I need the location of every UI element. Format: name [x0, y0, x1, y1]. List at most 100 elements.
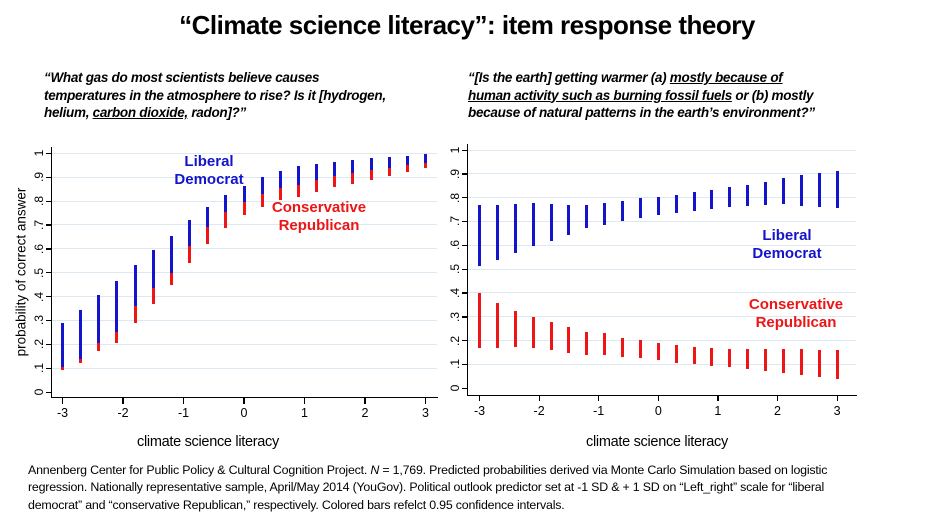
y-tick	[461, 173, 467, 175]
y-tick-label: 1	[32, 149, 46, 157]
ci-bar-liberal-democrat	[242, 185, 246, 203]
ci-bar-conservative-republican	[656, 342, 660, 360]
ci-bar-conservative-republican	[585, 331, 589, 355]
y-tick	[461, 220, 467, 223]
legend-line: Liberal	[184, 153, 234, 170]
text-segment: democrat” and “conservative Republican,”…	[28, 497, 565, 512]
ci-bar-conservative-republican	[296, 184, 300, 197]
text-segment: N	[370, 463, 380, 477]
ci-bar-conservative-republican	[315, 180, 319, 192]
y-tick	[461, 268, 467, 270]
underlined-text: mostly because of	[669, 70, 783, 85]
ci-bar-conservative-republican	[351, 173, 355, 184]
ci-bar-liberal-democrat	[188, 220, 192, 247]
ci-bar-liberal-democrat	[224, 195, 228, 212]
y-tick	[45, 319, 51, 322]
legend-line: Republican	[278, 217, 360, 234]
ci-bar-liberal-democrat	[478, 204, 481, 267]
x-axis-line	[51, 397, 438, 399]
ci-bar-liberal-democrat	[817, 173, 821, 207]
legend-conservative-republican-left: Conservative Republican	[246, 199, 392, 235]
gridline	[52, 367, 437, 369]
y-tick	[45, 367, 51, 369]
gridline	[52, 296, 437, 298]
question-left-line3: helium, carbon dioxide, radon]?”	[44, 104, 386, 122]
x-tick	[717, 395, 719, 401]
x-tick	[424, 398, 427, 404]
ci-bar-liberal-democrat	[638, 198, 642, 219]
y-tick-label: .8	[448, 192, 462, 203]
y-tick	[45, 296, 51, 298]
ci-bar-conservative-republican	[369, 170, 373, 181]
ci-bar-conservative-republican	[387, 167, 391, 176]
x-tick	[478, 395, 481, 401]
y-tick	[461, 292, 467, 294]
x-tick	[598, 395, 600, 401]
ci-bar-conservative-republican	[728, 348, 732, 368]
y-tick-label: .6	[448, 240, 462, 251]
ci-bar-conservative-republican	[692, 347, 696, 365]
y-tick	[45, 343, 51, 346]
x-tick-label: 0	[654, 403, 662, 418]
gridline	[468, 316, 856, 318]
ci-bar-conservative-republican	[603, 333, 607, 355]
x-tick	[836, 395, 838, 401]
y-tick	[461, 340, 467, 342]
ci-bar-conservative-republican	[495, 302, 499, 348]
text-segment: or (b) mostly	[731, 87, 814, 103]
x-tick-label: 2	[361, 406, 369, 420]
gridline	[52, 176, 437, 178]
ci-bar-liberal-democrat	[513, 204, 517, 254]
text-segment: “What gas do most scientists believe cau…	[44, 70, 320, 85]
ci-bar-conservative-republican	[764, 348, 768, 372]
y-tick-label: .6	[32, 243, 46, 254]
y-tick	[45, 200, 51, 202]
ci-bar-conservative-republican	[224, 211, 228, 229]
ci-bar-conservative-republican	[638, 339, 642, 359]
y-axis-line	[467, 144, 469, 396]
x-tick	[61, 398, 64, 404]
ci-bar-liberal-democrat	[79, 309, 83, 359]
y-tick-label: .3	[448, 311, 462, 322]
page-title: “Climate science literacy”: item respons…	[179, 10, 755, 40]
y-tick	[461, 387, 467, 390]
ci-bar-liberal-democrat	[799, 175, 803, 206]
gridline	[468, 149, 856, 151]
legend-line: Conservative	[271, 199, 367, 216]
gridline	[468, 244, 856, 246]
ci-bar-liberal-democrat	[567, 204, 571, 235]
x-axis-title-right: climate science literacy	[586, 434, 728, 450]
legend-liberal-democrat-left: Liberal Democrat	[139, 153, 279, 189]
y-tick	[45, 272, 51, 274]
y-tick-label: 0	[32, 388, 46, 396]
ci-bar-liberal-democrat	[97, 295, 101, 344]
y-tick-label: .5	[32, 267, 46, 278]
question-right: “[Is the earth] getting warmer (a) mostl…	[468, 69, 815, 122]
legend-line: Democrat	[174, 171, 244, 188]
question-left: “What gas do most scientists believe cau…	[44, 69, 386, 122]
ci-bar-conservative-republican	[133, 306, 137, 323]
question-right-line1: “[Is the earth] getting warmer (a) mostl…	[468, 69, 815, 87]
y-tick-label: .7	[32, 219, 46, 230]
ci-bar-liberal-democrat	[351, 159, 355, 174]
ci-bar-conservative-republican	[674, 344, 678, 363]
gridline	[468, 268, 856, 270]
x-tick-label: 1	[301, 406, 308, 420]
x-tick-label: -1	[177, 406, 190, 420]
gridline	[52, 319, 437, 321]
ci-bar-conservative-republican	[567, 326, 571, 353]
gridline	[468, 197, 856, 199]
ci-bar-liberal-democrat	[674, 195, 678, 213]
gridline	[52, 343, 437, 345]
y-tick	[461, 197, 467, 199]
x-tick-label: -3	[473, 403, 486, 418]
underlined-text: human activity such as burning fossil fu…	[468, 87, 732, 103]
gridline	[52, 224, 437, 226]
y-tick-label: .1	[448, 359, 462, 370]
footnote-line1: Annenberg Center for Public Policy & Cul…	[28, 462, 827, 479]
x-tick	[243, 398, 245, 404]
text-segment: = 1,769. Predicted probabilities derived…	[379, 463, 828, 477]
ci-bar-liberal-democrat	[296, 166, 300, 185]
ci-bar-liberal-democrat	[333, 161, 337, 177]
y-tick	[45, 248, 51, 250]
